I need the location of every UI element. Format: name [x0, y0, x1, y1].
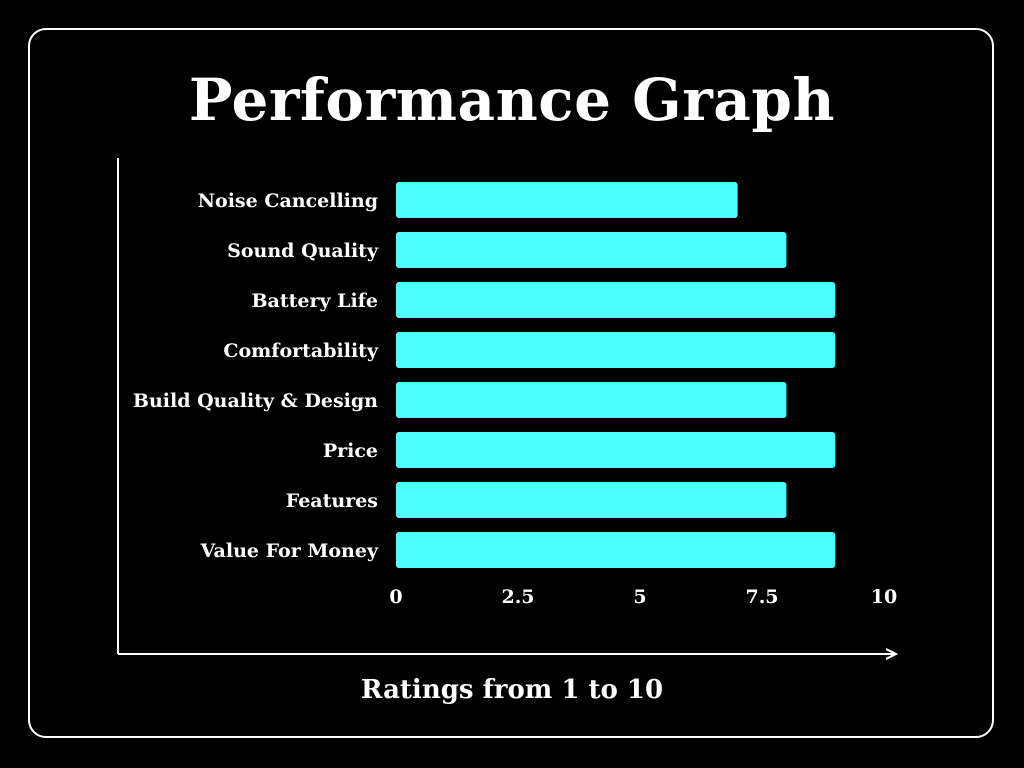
x-tick-label-0: 0: [389, 586, 402, 608]
bar-3: [396, 332, 836, 368]
category-label-6: Features: [286, 490, 378, 512]
chart-frame: [28, 28, 994, 738]
x-axis-label: Ratings from 1 to 10: [360, 675, 664, 705]
x-tick-label-4: 10: [871, 586, 897, 608]
category-label-3: Comfortability: [223, 340, 379, 362]
bars-group: [396, 182, 836, 568]
bar-2: [396, 282, 836, 318]
category-label-1: Sound Quality: [227, 240, 379, 262]
bar-4: [396, 382, 787, 418]
x-tick-labels: 0 2.5 5 7.5 10: [389, 586, 897, 608]
x-tick-label-1: 2.5: [501, 586, 534, 608]
chart-title: Performance Graph: [188, 66, 836, 134]
bar-1: [396, 232, 787, 268]
bar-6: [396, 482, 787, 518]
category-label-0: Noise Cancelling: [198, 190, 378, 212]
bar-0: [396, 182, 738, 218]
category-labels: Noise Cancelling Sound Quality Battery Lif…: [133, 190, 379, 562]
category-label-4: Build Quality & Design: [133, 390, 378, 412]
category-label-2: Battery Life: [251, 290, 378, 312]
bar-5: [396, 432, 836, 468]
x-tick-label-2: 5: [633, 586, 646, 608]
category-label-7: Value For Money: [200, 540, 379, 562]
bar-7: [396, 532, 836, 568]
x-tick-label-3: 7.5: [745, 586, 778, 608]
category-label-5: Price: [323, 440, 378, 462]
